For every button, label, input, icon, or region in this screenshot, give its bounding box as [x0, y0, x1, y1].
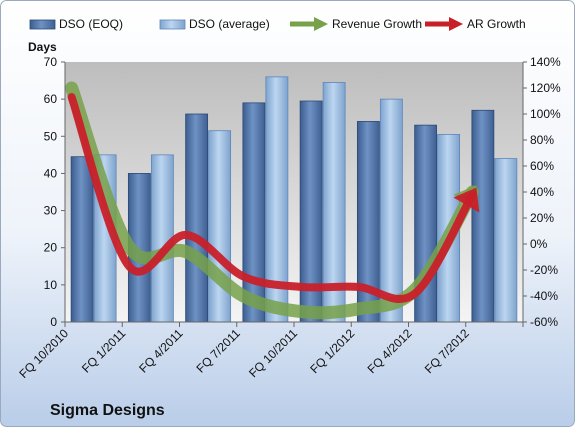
- legend-revenue-growth: Revenue Growth: [290, 17, 422, 31]
- legend: DSO (EOQ) DSO (average) Revenue Growth AR G…: [29, 17, 526, 31]
- y-axis-title: Days: [28, 40, 57, 54]
- legend-swatch: [29, 19, 56, 30]
- legend-label: Revenue Growth: [332, 17, 422, 31]
- y-tick-label-right: 100%: [530, 107, 561, 121]
- y-tick-label-left: 70: [44, 55, 58, 69]
- bar-dso-average: [208, 130, 232, 323]
- line-marks: [65, 81, 480, 320]
- y-tick-label-right: 60%: [530, 159, 554, 173]
- company-name: Sigma Designs: [50, 402, 165, 419]
- legend-swatch-arrow: [314, 17, 328, 31]
- bar-dso-eoq: [242, 102, 266, 323]
- y-tick-label-right: -40%: [530, 289, 558, 303]
- y-tick-label-left: 10: [44, 278, 58, 292]
- y-tick-label-left: 40: [44, 166, 58, 180]
- legend-swatch-arrow: [449, 17, 463, 31]
- bar-dso-eoq: [70, 156, 94, 323]
- bar-dso-average: [379, 98, 403, 323]
- legend-label: DSO (average): [189, 17, 270, 31]
- y-tick-label-right: 0%: [530, 237, 548, 251]
- bar-dso-eoq: [185, 113, 209, 323]
- y-tick-label-right: 140%: [530, 55, 561, 69]
- bar-dso-average: [494, 158, 518, 323]
- legend-ar-growth: AR Growth: [425, 17, 526, 31]
- bar-dso-eoq: [471, 109, 495, 323]
- legend-label: DSO (EOQ): [59, 17, 123, 31]
- y-tick-label-right: 80%: [530, 133, 554, 147]
- y-tick-label-left: 0: [50, 315, 57, 329]
- y-tick-label-right: 20%: [530, 211, 554, 225]
- legend-dso-eoq: DSO (EOQ): [29, 17, 123, 31]
- y-tick-label-right: -20%: [530, 263, 558, 277]
- y-tick-label-left: 60: [44, 92, 58, 106]
- y-tick-label-right: -60%: [530, 315, 558, 329]
- legend-dso-average: DSO (average): [159, 17, 270, 31]
- y-tick-label-left: 30: [44, 204, 58, 218]
- legend-label: AR Growth: [467, 17, 526, 31]
- arrowhead-ar-growth: [453, 187, 480, 213]
- y-tick-label-left: 50: [44, 129, 58, 143]
- legend-swatch: [159, 19, 186, 30]
- y-tick-label-left: 20: [44, 241, 58, 255]
- y-tick-label-right: 40%: [530, 185, 554, 199]
- y-tick-label-right: 120%: [530, 81, 561, 95]
